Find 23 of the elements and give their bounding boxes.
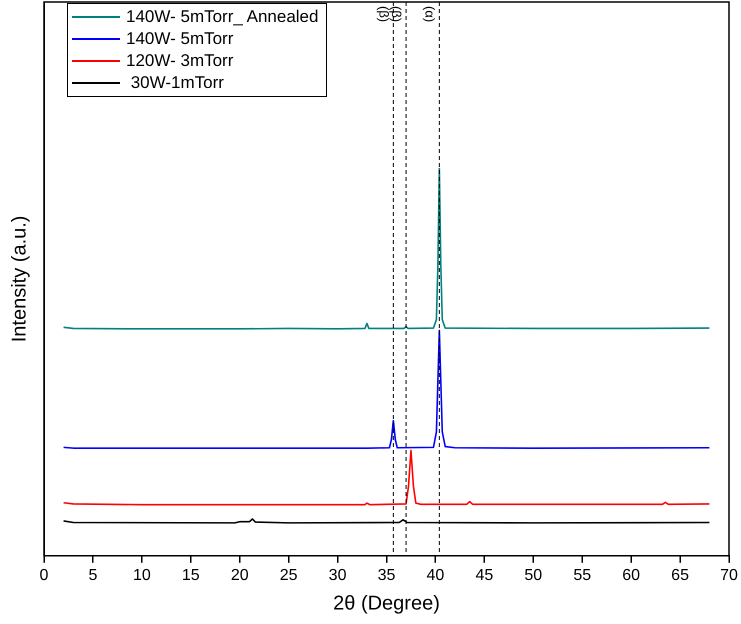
legend-label: 120W- 3mTorr <box>126 50 234 72</box>
x-tick-label: 45 <box>475 566 494 584</box>
y-axis-title: Intensity (a.u.) <box>8 216 31 342</box>
x-tick-label: 65 <box>671 566 690 584</box>
x-axis-title: 2θ (Degree) <box>333 592 440 615</box>
x-tick-label: 25 <box>280 566 298 584</box>
x-tick-label: 70 <box>720 566 738 584</box>
ref-line-label: (α) <box>422 6 438 22</box>
x-tick-label: 55 <box>573 566 592 584</box>
x-tick-label: 35 <box>378 566 396 584</box>
x-tick-label: 10 <box>132 566 151 584</box>
x-tick-label: 0 <box>40 566 49 584</box>
legend-label: 30W-1mTorr <box>130 72 224 94</box>
x-tick-label: 60 <box>622 566 640 584</box>
x-tick-label: 30 <box>328 566 347 584</box>
x-tick-label: 5 <box>88 566 98 584</box>
legend-label: 140W- 5mTorr_ Annealed <box>126 6 318 28</box>
x-tick-label: 15 <box>182 566 200 584</box>
x-tick-label: 40 <box>426 566 444 584</box>
legend-label: 140W- 5mTorr <box>126 28 234 50</box>
x-tick-label: 20 <box>230 566 249 584</box>
x-tick-label: 50 <box>524 566 542 584</box>
ref-line-label: (β) <box>388 6 404 22</box>
